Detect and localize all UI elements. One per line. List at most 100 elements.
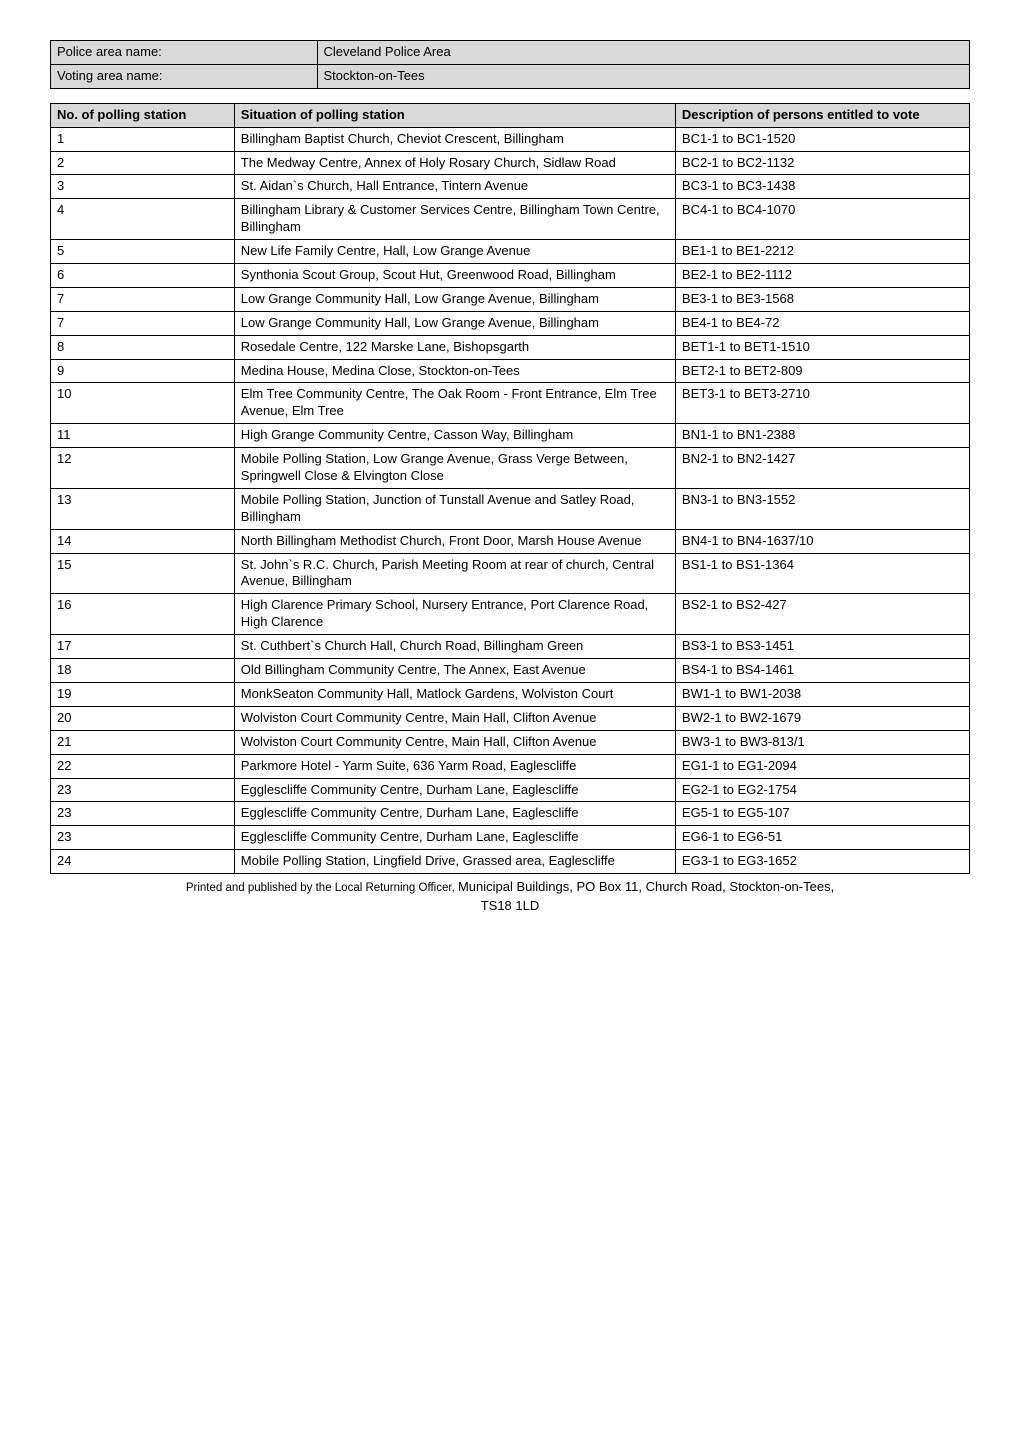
cell-description: BET1-1 to BET1-1510 <box>675 335 969 359</box>
cell-description: EG1-1 to EG1-2094 <box>675 754 969 778</box>
cell-station-no: 4 <box>51 199 235 240</box>
cell-station-no: 24 <box>51 850 235 874</box>
header-label: Voting area name: <box>51 64 318 88</box>
cell-station-no: 6 <box>51 264 235 288</box>
cell-station-no: 3 <box>51 175 235 199</box>
polling-table-head: No. of polling station Situation of poll… <box>51 103 970 127</box>
header-value: Cleveland Police Area <box>317 41 970 65</box>
table-row: 2The Medway Centre, Annex of Holy Rosary… <box>51 151 970 175</box>
cell-situation: Elm Tree Community Centre, The Oak Room … <box>234 383 675 424</box>
table-row: 24Mobile Polling Station, Lingfield Driv… <box>51 850 970 874</box>
cell-description: BC2-1 to BC2-1132 <box>675 151 969 175</box>
cell-station-no: 12 <box>51 448 235 489</box>
table-row: 10Elm Tree Community Centre, The Oak Roo… <box>51 383 970 424</box>
table-row: 19MonkSeaton Community Hall, Matlock Gar… <box>51 682 970 706</box>
footer-big-text-2: TS18 1LD <box>481 898 540 913</box>
cell-description: BN3-1 to BN3-1552 <box>675 488 969 529</box>
cell-station-no: 15 <box>51 553 235 594</box>
table-row: 23Egglescliffe Community Centre, Durham … <box>51 802 970 826</box>
cell-description: BS2-1 to BS2-427 <box>675 594 969 635</box>
cell-station-no: 20 <box>51 706 235 730</box>
cell-description: BE4-1 to BE4-72 <box>675 311 969 335</box>
cell-situation: High Grange Community Centre, Casson Way… <box>234 424 675 448</box>
cell-station-no: 11 <box>51 424 235 448</box>
table-row: 12Mobile Polling Station, Low Grange Ave… <box>51 448 970 489</box>
cell-situation: Low Grange Community Hall, Low Grange Av… <box>234 311 675 335</box>
table-row: 7Low Grange Community Hall, Low Grange A… <box>51 311 970 335</box>
cell-station-no: 7 <box>51 287 235 311</box>
polling-stations-table: No. of polling station Situation of poll… <box>50 103 970 874</box>
cell-description: BW1-1 to BW1-2038 <box>675 682 969 706</box>
table-row: 8Rosedale Centre, 122 Marske Lane, Bisho… <box>51 335 970 359</box>
polling-table-header-row: No. of polling station Situation of poll… <box>51 103 970 127</box>
header-table-body: Police area name:Cleveland Police AreaVo… <box>51 41 970 89</box>
cell-station-no: 2 <box>51 151 235 175</box>
table-row: 4Billingham Library & Customer Services … <box>51 199 970 240</box>
cell-situation: Billingham Library & Customer Services C… <box>234 199 675 240</box>
table-row: 21Wolviston Court Community Centre, Main… <box>51 730 970 754</box>
cell-description: BE2-1 to BE2-1112 <box>675 264 969 288</box>
cell-description: BN4-1 to BN4-1637/10 <box>675 529 969 553</box>
cell-situation: The Medway Centre, Annex of Holy Rosary … <box>234 151 675 175</box>
header-label: Police area name: <box>51 41 318 65</box>
cell-station-no: 5 <box>51 240 235 264</box>
table-row: 1Billingham Baptist Church, Cheviot Cres… <box>51 127 970 151</box>
table-row: 5New Life Family Centre, Hall, Low Grang… <box>51 240 970 264</box>
header-value: Stockton-on-Tees <box>317 64 970 88</box>
cell-station-no: 10 <box>51 383 235 424</box>
table-row: 15St. John`s R.C. Church, Parish Meeting… <box>51 553 970 594</box>
cell-situation: St. Aidan`s Church, Hall Entrance, Tinte… <box>234 175 675 199</box>
cell-situation: Medina House, Medina Close, Stockton-on-… <box>234 359 675 383</box>
cell-station-no: 22 <box>51 754 235 778</box>
cell-description: BC3-1 to BC3-1438 <box>675 175 969 199</box>
table-row: 3St. Aidan`s Church, Hall Entrance, Tint… <box>51 175 970 199</box>
cell-station-no: 7 <box>51 311 235 335</box>
table-row: 17St. Cuthbert`s Church Hall, Church Roa… <box>51 635 970 659</box>
cell-situation: Billingham Baptist Church, Cheviot Cresc… <box>234 127 675 151</box>
cell-situation: St. John`s R.C. Church, Parish Meeting R… <box>234 553 675 594</box>
cell-description: BS4-1 to BS4-1461 <box>675 659 969 683</box>
table-row: 6Synthonia Scout Group, Scout Hut, Green… <box>51 264 970 288</box>
cell-description: EG5-1 to EG5-107 <box>675 802 969 826</box>
cell-station-no: 13 <box>51 488 235 529</box>
cell-situation: Old Billingham Community Centre, The Ann… <box>234 659 675 683</box>
cell-situation: Mobile Polling Station, Lingfield Drive,… <box>234 850 675 874</box>
table-row: 11High Grange Community Centre, Casson W… <box>51 424 970 448</box>
table-row: 22Parkmore Hotel - Yarm Suite, 636 Yarm … <box>51 754 970 778</box>
cell-station-no: 19 <box>51 682 235 706</box>
footer-big-text-1: Municipal Buildings, PO Box 11, Church R… <box>458 879 834 894</box>
cell-station-no: 23 <box>51 802 235 826</box>
cell-situation: Egglescliffe Community Centre, Durham La… <box>234 826 675 850</box>
cell-station-no: 21 <box>51 730 235 754</box>
cell-station-no: 14 <box>51 529 235 553</box>
cell-description: BN2-1 to BN2-1427 <box>675 448 969 489</box>
cell-situation: Rosedale Centre, 122 Marske Lane, Bishop… <box>234 335 675 359</box>
col-header-situation: Situation of polling station <box>234 103 675 127</box>
table-row: 14North Billingham Methodist Church, Fro… <box>51 529 970 553</box>
cell-description: BC4-1 to BC4-1070 <box>675 199 969 240</box>
header-table: Police area name:Cleveland Police AreaVo… <box>50 40 970 89</box>
cell-situation: Egglescliffe Community Centre, Durham La… <box>234 802 675 826</box>
cell-description: BC1-1 to BC1-1520 <box>675 127 969 151</box>
cell-station-no: 23 <box>51 826 235 850</box>
table-row: 9Medina House, Medina Close, Stockton-on… <box>51 359 970 383</box>
col-header-no: No. of polling station <box>51 103 235 127</box>
cell-station-no: 9 <box>51 359 235 383</box>
table-row: 20Wolviston Court Community Centre, Main… <box>51 706 970 730</box>
header-row: Police area name:Cleveland Police Area <box>51 41 970 65</box>
cell-situation: St. Cuthbert`s Church Hall, Church Road,… <box>234 635 675 659</box>
cell-description: BW2-1 to BW2-1679 <box>675 706 969 730</box>
cell-description: EG3-1 to EG3-1652 <box>675 850 969 874</box>
cell-situation: Mobile Polling Station, Junction of Tuns… <box>234 488 675 529</box>
table-row: 16High Clarence Primary School, Nursery … <box>51 594 970 635</box>
cell-situation: Wolviston Court Community Centre, Main H… <box>234 706 675 730</box>
table-row: 7Low Grange Community Hall, Low Grange A… <box>51 287 970 311</box>
cell-situation: Parkmore Hotel - Yarm Suite, 636 Yarm Ro… <box>234 754 675 778</box>
cell-description: BN1-1 to BN1-2388 <box>675 424 969 448</box>
cell-station-no: 8 <box>51 335 235 359</box>
cell-description: BE1-1 to BE1-2212 <box>675 240 969 264</box>
polling-table-body: 1Billingham Baptist Church, Cheviot Cres… <box>51 127 970 873</box>
table-row: 18Old Billingham Community Centre, The A… <box>51 659 970 683</box>
table-row: 23Egglescliffe Community Centre, Durham … <box>51 826 970 850</box>
cell-station-no: 17 <box>51 635 235 659</box>
